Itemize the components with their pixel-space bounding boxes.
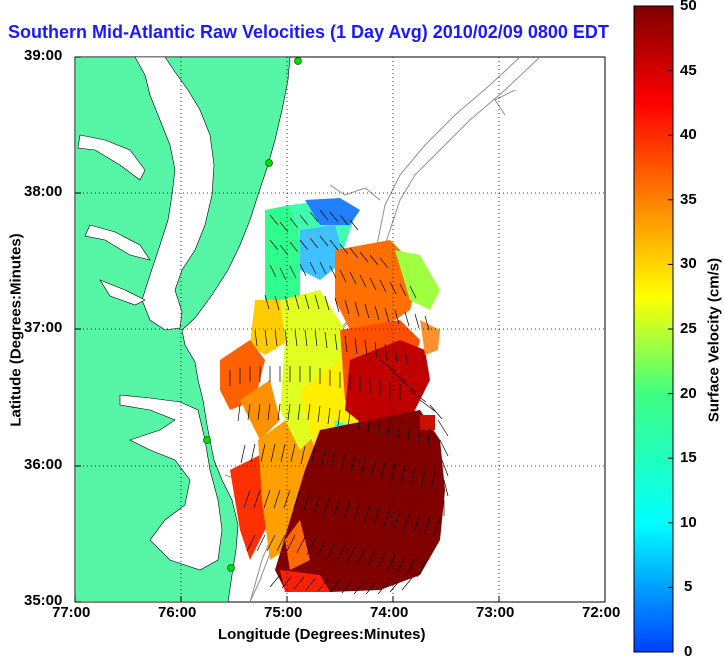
x-tick-label: 73:00 (476, 604, 515, 621)
radar-sites (203, 57, 302, 572)
map-title: Southern Mid-Atlantic Raw Velocities (1 … (8, 22, 609, 42)
y-tick-label: 36:00 (24, 456, 63, 473)
grid-lines (75, 57, 605, 602)
y-tick-label: 35:00 (24, 592, 63, 609)
y-tick-label: 39:00 (24, 47, 63, 64)
colorbar-tick-label: 0 (684, 643, 693, 659)
colorbar-label: Surface Velocity (cm/s) (705, 257, 723, 423)
chesapeake-bay (134, 57, 215, 331)
colorbar-ticks (668, 5, 673, 653)
colorbar-tick-label: 15 (680, 449, 697, 466)
axis-ticks (74, 56, 606, 603)
colorbar-tick-label: 10 (680, 514, 697, 531)
colorbar-tick-label: 35 (680, 191, 697, 208)
x-tick-label: 72:00 (582, 604, 621, 621)
colorbar-tick-label: 45 (680, 62, 697, 79)
x-tick-label: 77:00 (52, 604, 91, 621)
colorbar-tick-label: 40 (680, 126, 697, 143)
y-axis-label: Latitude (Degrees:Minutes) (7, 233, 25, 427)
pamlico-sound (119, 394, 223, 571)
velocity-vectors (229, 209, 449, 595)
x-tick-label: 75:00 (264, 604, 303, 621)
x-axis-label: Longitude (Degrees:Minutes) (218, 626, 426, 643)
colorbar-tick-label: 20 (680, 385, 697, 402)
colorbar-tick-label: 50 (680, 0, 697, 14)
land-mass (75, 57, 291, 602)
x-tick-label: 74:00 (370, 604, 409, 621)
y-tick-label: 37:00 (24, 319, 63, 336)
colorbar-tick-label: 5 (684, 578, 693, 595)
colorbar-tick-label: 30 (680, 255, 697, 272)
y-tick-label: 38:00 (24, 183, 63, 200)
colorbar-tick-label: 25 (680, 320, 697, 337)
x-tick-label: 76:00 (158, 604, 197, 621)
colorbar (633, 5, 674, 653)
